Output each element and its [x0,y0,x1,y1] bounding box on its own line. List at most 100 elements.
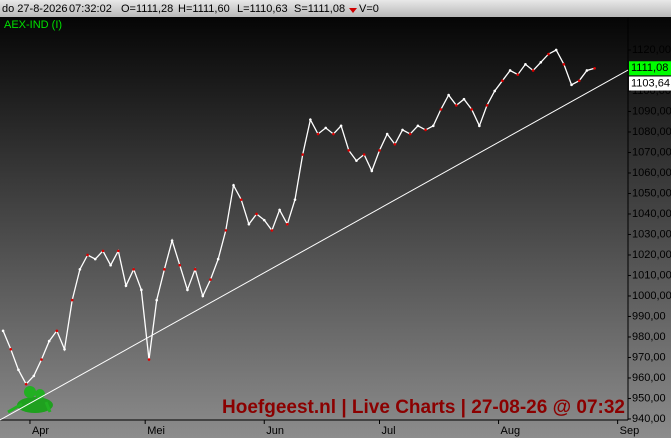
y-tick-label: 1050,00 [632,187,671,199]
price-point [470,108,473,111]
price-point [47,339,51,343]
y-tick-label: 1020,00 [632,249,671,261]
price-point [431,124,435,128]
price-point [424,128,427,132]
price-point [170,239,174,242]
price-point [286,222,289,226]
price-point [93,257,97,261]
price-point [155,298,159,302]
x-tick-label: Jul [381,425,395,437]
frog-logo [7,386,53,414]
price-point [239,198,243,201]
x-tick-label: Apr [32,425,49,437]
down-arrow [349,8,357,13]
price-point [147,358,151,361]
price-point [9,347,13,351]
price-point [462,97,466,101]
price-point [278,208,281,212]
price-point [140,288,143,292]
price-point [163,268,166,271]
price-point [101,249,105,253]
price-point [478,124,481,128]
x-tick-label: Sep [620,425,640,437]
price-point [562,63,566,66]
trend-value-label: 1103,64 [631,77,670,89]
price-point [593,66,596,70]
price-point [493,89,497,93]
header-date: do 27-8-2026 [2,3,67,15]
legend-label: AEX-IND (I) [4,19,62,31]
y-tick-label: 940,00 [632,413,666,425]
price-point [86,253,89,257]
header-low: L=1110,63 [237,3,288,15]
header-volume: V=0 [359,3,379,15]
price-point [293,198,297,201]
price-line [2,49,595,386]
trend-value-box [629,76,671,91]
price-point [1,329,5,333]
price-point [508,69,512,72]
price-point [301,153,304,156]
y-tick-label: 1030,00 [632,228,671,240]
price-point [132,268,135,271]
y-tick-label: 980,00 [632,331,666,343]
price-point [362,153,366,156]
trendline [0,69,629,421]
price-point [447,93,450,97]
price-point [577,79,581,83]
price-point [309,118,312,121]
price-point [347,149,351,152]
last-price-label: 1111,08 [631,62,668,74]
price-point [401,128,404,132]
price-point [554,48,558,52]
price-point [255,212,258,216]
price-point [78,268,82,271]
header-bar [0,0,671,17]
y-tick-label: 970,00 [632,351,666,363]
price-point [32,374,36,378]
price-point [570,83,573,87]
x-tick-label: Aug [501,425,521,437]
header-close: S=1111,08 [294,3,345,15]
price-point [501,79,504,83]
price-point [55,329,59,333]
price-point [270,229,274,232]
price-point [186,288,189,292]
y-tick-label: 1070,00 [632,146,671,158]
price-point [232,183,235,187]
price-point [455,104,458,107]
x-tick-label: Mei [147,425,165,437]
y-tick-label: 1080,00 [632,126,671,138]
price-point [378,149,381,152]
price-point [385,132,389,136]
price-point [178,263,182,267]
price-point [355,159,358,162]
price-point [109,263,112,267]
price-point [24,382,28,386]
price-point [370,169,374,173]
price-point [547,52,550,56]
watermark: Hoefgeest.nl | Live Charts | 27-08-26 @ … [222,397,625,418]
price-point [416,124,420,128]
y-tick-label: 1060,00 [632,167,671,179]
price-point [332,132,335,136]
price-point [124,284,128,288]
x-tick-label: Jun [266,425,284,437]
price-point [117,249,120,253]
price-point [339,124,343,128]
y-tick-label: 1000,00 [632,290,671,302]
price-point [524,63,527,66]
price-point [316,132,320,136]
header-time: 07:32:02 [69,3,112,15]
price-point [17,368,20,372]
price-point [209,278,212,281]
header-high: H=1111,60 [178,3,230,15]
price-point [70,298,74,302]
y-tick-label: 950,00 [632,392,666,404]
price-point [531,69,535,72]
y-tick-label: 960,00 [632,372,666,384]
y-tick-label: 1120,00 [632,44,671,56]
last-price-box [629,61,671,76]
